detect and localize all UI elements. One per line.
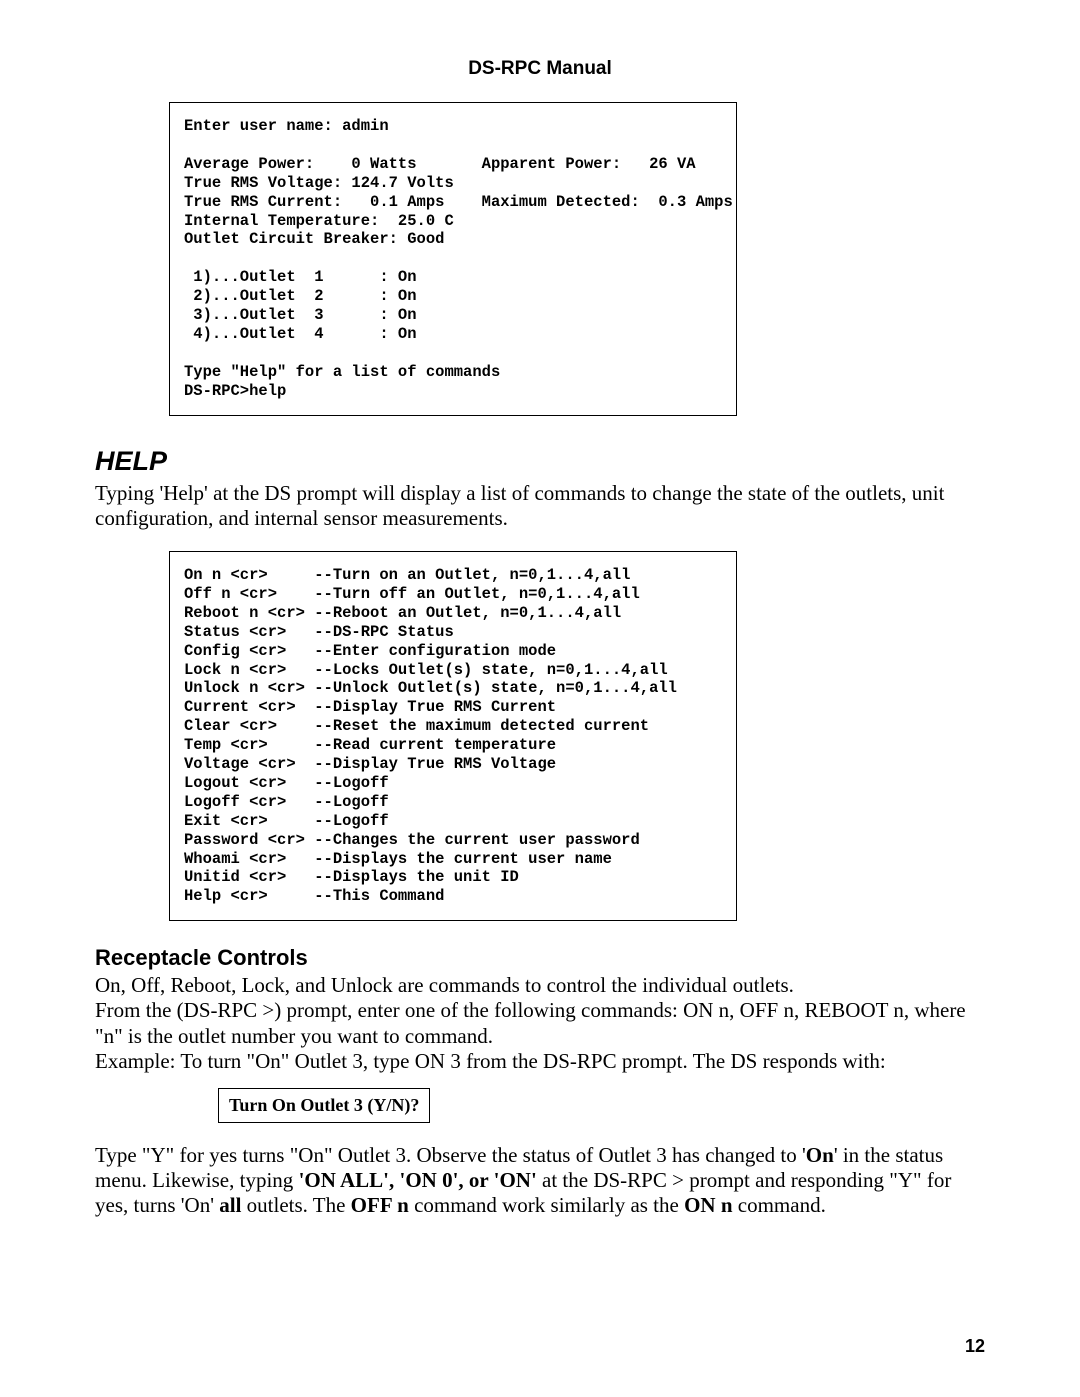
bold-off-n: OFF n — [351, 1193, 409, 1217]
receptacle-paragraph-4: Type "Y" for yes turns "On" Outlet 3. Ob… — [95, 1143, 985, 1219]
bold-all: all — [219, 1193, 241, 1217]
help-section-title: HELP — [95, 446, 985, 477]
turn-on-prompt-box: Turn On Outlet 3 (Y/N)? — [218, 1088, 430, 1123]
manual-page: DS-RPC Manual Enter user name: admin Ave… — [0, 0, 1080, 1397]
page-number: 12 — [965, 1336, 985, 1357]
page-header: DS-RPC Manual — [95, 58, 985, 80]
status-output-box: Enter user name: admin Average Power: 0 … — [169, 102, 737, 416]
receptacle-section-title: Receptacle Controls — [95, 945, 985, 971]
text-run: command work similarly as the — [409, 1193, 684, 1217]
bold-on-n: ON n — [684, 1193, 732, 1217]
bold-on: On — [806, 1143, 834, 1167]
receptacle-paragraph-1: On, Off, Reboot, Lock, and Unlock are co… — [95, 973, 985, 998]
bold-on-all: 'ON ALL', 'ON 0', or 'ON' — [299, 1168, 537, 1192]
receptacle-paragraph-3: Example: To turn "On" Outlet 3, type ON … — [95, 1049, 985, 1074]
help-intro-paragraph: Typing 'Help' at the DS prompt will disp… — [95, 481, 985, 531]
text-run: outlets. The — [241, 1193, 350, 1217]
text-run: command. — [733, 1193, 826, 1217]
help-commands-box: On n <cr> --Turn on an Outlet, n=0,1...4… — [169, 551, 737, 921]
text-run: Type "Y" for yes turns "On" Outlet 3. Ob… — [95, 1143, 806, 1167]
receptacle-paragraph-2: From the (DS-RPC >) prompt, enter one of… — [95, 998, 985, 1048]
